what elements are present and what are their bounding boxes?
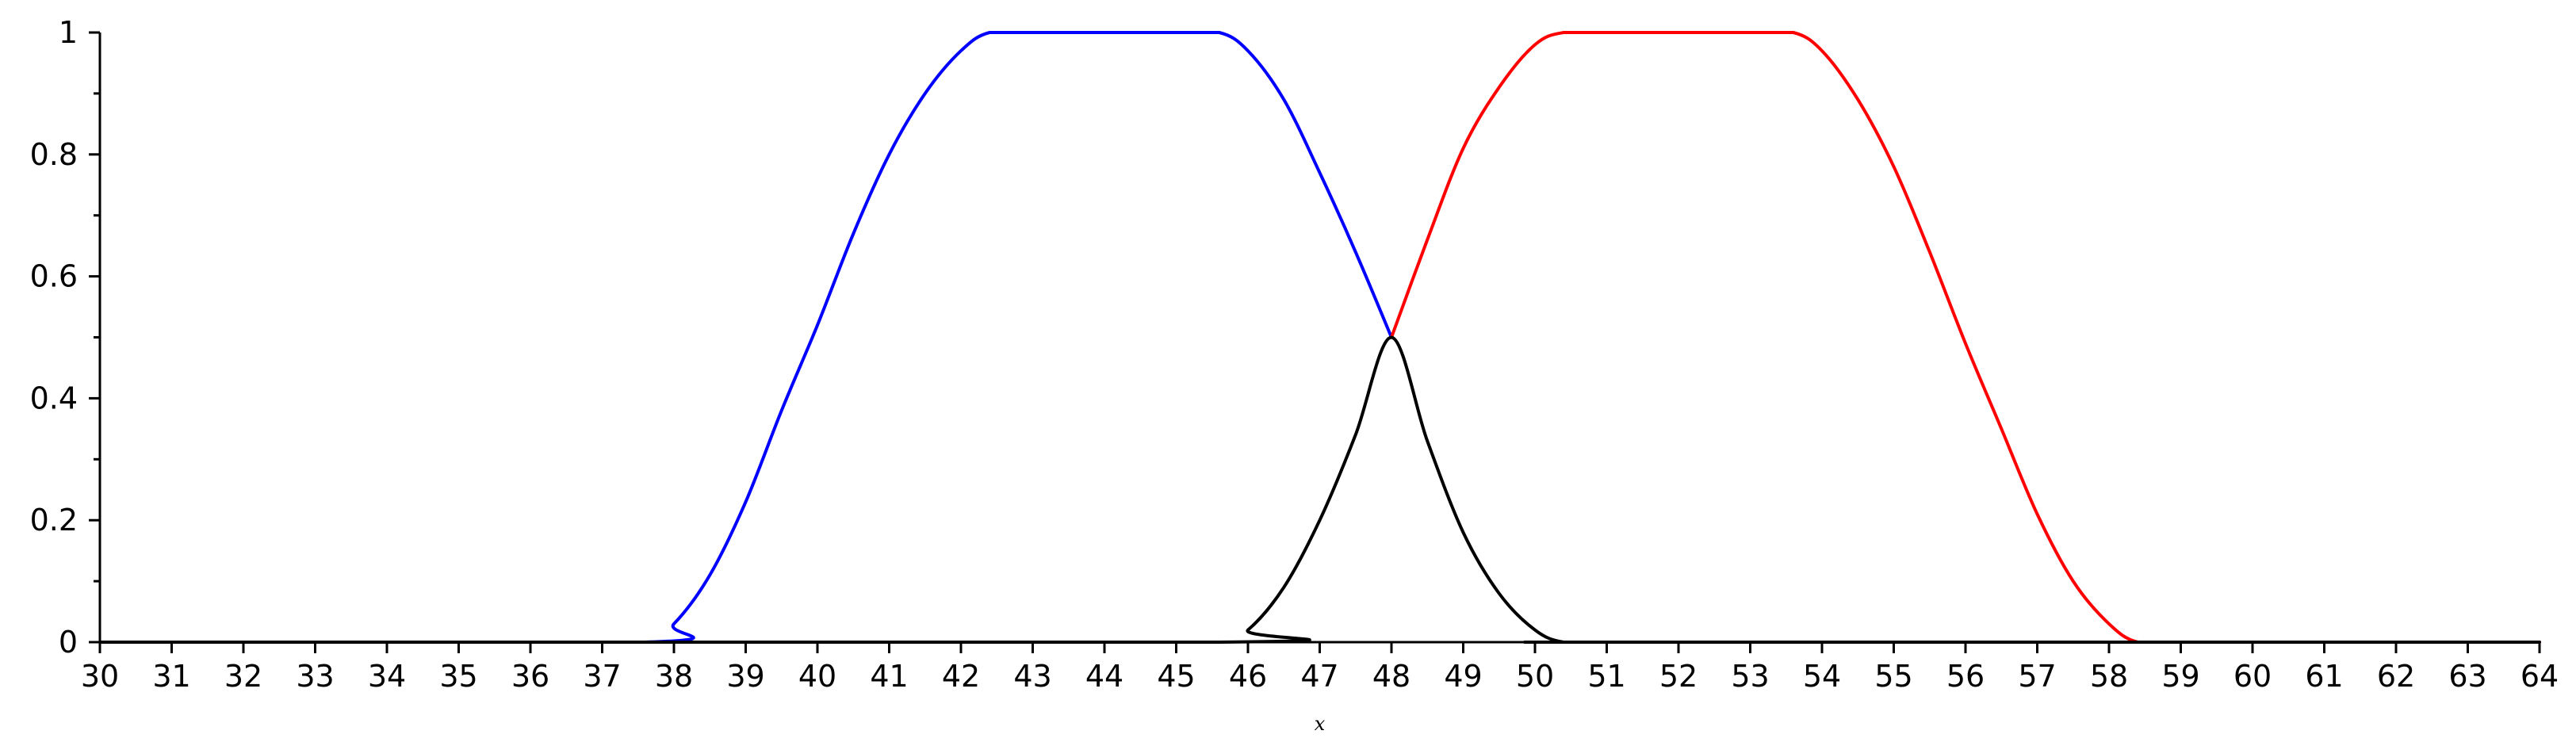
- x-tick-label: 35: [439, 659, 477, 694]
- x-tick-label: 32: [224, 659, 262, 694]
- x-tick-label: 59: [2161, 659, 2199, 694]
- series-line-0: [98, 30, 1393, 645]
- x-tick-label: 45: [1157, 659, 1195, 694]
- y-tick-label: 0.4: [30, 381, 78, 415]
- series-layer: [98, 30, 2541, 645]
- y-ticks: 0 0.2 0.4 0.6 0.8 1: [30, 15, 100, 660]
- x-tick-label: 48: [1372, 659, 1410, 694]
- x-tick-label: 40: [798, 659, 836, 694]
- x-tick-label: 63: [2448, 659, 2486, 694]
- x-tick-label: 51: [1587, 659, 1625, 694]
- x-axis-label: x: [1315, 713, 1326, 735]
- x-tick-label: 58: [2090, 659, 2128, 694]
- x-tick-label: 34: [368, 659, 406, 694]
- x-tick-label: 39: [726, 659, 764, 694]
- x-tick-label: 41: [870, 659, 908, 694]
- x-tick-label: 46: [1229, 659, 1267, 694]
- x-tick-label: 57: [2018, 659, 2056, 694]
- x-tick-label: 50: [1516, 659, 1554, 694]
- x-tick-label: 31: [152, 659, 190, 694]
- x-tick-label: 47: [1300, 659, 1338, 694]
- axes-layer: [98, 33, 2540, 644]
- x-tick-label: 61: [2305, 659, 2343, 694]
- x-tick-label: 62: [2377, 659, 2415, 694]
- x-tick-label: 44: [1085, 659, 1123, 694]
- x-tick-label: 60: [2233, 659, 2272, 694]
- x-tick-label: 55: [1874, 659, 1912, 694]
- y-tick-label: 0: [59, 625, 78, 660]
- x-tick-label: 37: [583, 659, 621, 694]
- x-tick-label: 43: [1013, 659, 1051, 694]
- y-tick-label: 1: [59, 15, 78, 50]
- y-tick-label: 0.6: [30, 259, 78, 294]
- series-line-1: [1390, 30, 2541, 645]
- y-tick-label: 0.8: [30, 137, 78, 172]
- x-tick-label: 64: [2520, 659, 2559, 694]
- x-tick-label: 38: [655, 659, 693, 694]
- x-tick-label: 56: [1946, 659, 1985, 694]
- x-tick-label: 52: [1659, 659, 1698, 694]
- x-tick-label: 53: [1731, 659, 1769, 694]
- x-tick-label: 30: [81, 659, 119, 694]
- x-ticks: 30 31 32 33 34 35 36 37 38 39 40 41 42 43 44 45 46 47 48 49…: [81, 642, 2559, 694]
- series-line-2: [98, 335, 2541, 645]
- x-tick-label: 54: [1803, 659, 1841, 694]
- x-tick-label: 33: [296, 659, 334, 694]
- x-tick-label: 49: [1444, 659, 1482, 694]
- x-tick-label: 36: [511, 659, 549, 694]
- x-tick-label: 42: [942, 659, 980, 694]
- y-tick-label: 0.2: [30, 503, 78, 538]
